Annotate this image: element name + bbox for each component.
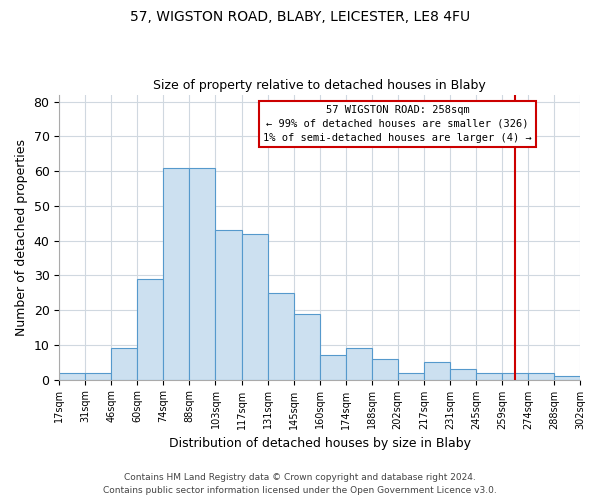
- Bar: [293, 314, 320, 380]
- Bar: [112, 348, 137, 380]
- Bar: [554, 376, 580, 380]
- Bar: [59, 372, 85, 380]
- Title: Size of property relative to detached houses in Blaby: Size of property relative to detached ho…: [153, 79, 486, 92]
- Bar: [137, 279, 163, 380]
- Text: 57, WIGSTON ROAD, BLABY, LEICESTER, LE8 4FU: 57, WIGSTON ROAD, BLABY, LEICESTER, LE8 …: [130, 10, 470, 24]
- Bar: [502, 372, 528, 380]
- Bar: [346, 348, 372, 380]
- Bar: [398, 372, 424, 380]
- Bar: [242, 234, 268, 380]
- X-axis label: Distribution of detached houses by size in Blaby: Distribution of detached houses by size …: [169, 437, 470, 450]
- Y-axis label: Number of detached properties: Number of detached properties: [15, 138, 28, 336]
- Bar: [85, 372, 112, 380]
- Bar: [476, 372, 502, 380]
- Bar: [215, 230, 242, 380]
- Bar: [450, 369, 476, 380]
- Bar: [320, 355, 346, 380]
- Text: Contains HM Land Registry data © Crown copyright and database right 2024.
Contai: Contains HM Land Registry data © Crown c…: [103, 474, 497, 495]
- Bar: [163, 168, 190, 380]
- Bar: [528, 372, 554, 380]
- Bar: [372, 358, 398, 380]
- Text: 57 WIGSTON ROAD: 258sqm
← 99% of detached houses are smaller (326)
1% of semi-de: 57 WIGSTON ROAD: 258sqm ← 99% of detache…: [263, 105, 532, 143]
- Bar: [424, 362, 450, 380]
- Bar: [268, 292, 293, 380]
- Bar: [190, 168, 215, 380]
